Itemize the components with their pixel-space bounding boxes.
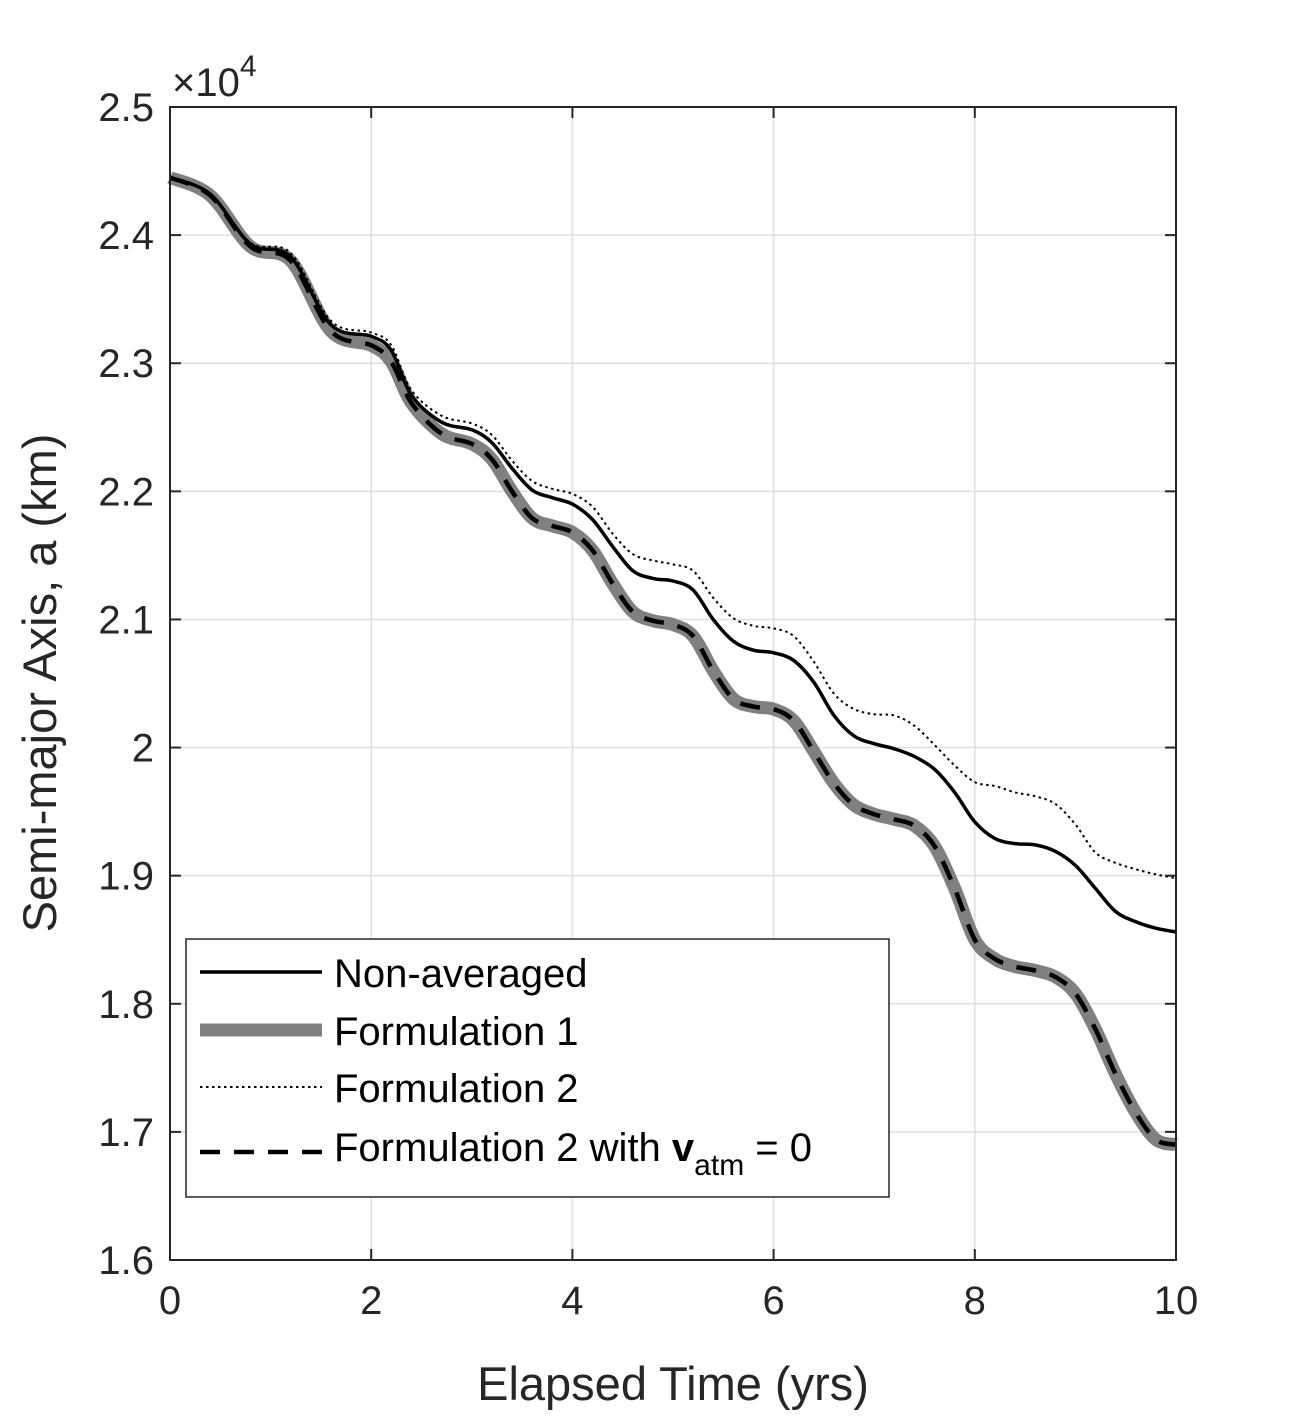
y-exponent-label: ×104 [172, 50, 257, 105]
series-line-formulation-2-with-v-atm-0 [169, 175, 1177, 1147]
y-axis-label: Semi-major Axis, a (km) [13, 434, 66, 933]
y-tick-label: 1.9 [98, 855, 154, 899]
x-tick-label: 6 [762, 1279, 784, 1323]
y-tick-label: 2 [132, 727, 154, 771]
y-tick-label: 1.6 [98, 1239, 154, 1283]
y-tick-label: 2.3 [98, 342, 154, 386]
y-tick-label: 2.2 [98, 470, 154, 514]
x-tick-label: 0 [159, 1279, 181, 1323]
y-tick-label: 2.1 [98, 598, 154, 642]
y-tick-label: 2.4 [98, 214, 154, 258]
y-tick-label: 1.7 [98, 1111, 154, 1155]
series-line-non-averaged [169, 175, 1177, 934]
axes-box [169, 106, 1177, 1261]
y-tick-label: 1.8 [98, 983, 154, 1027]
series-line-formulation-2 [169, 176, 1177, 880]
x-tick-label: 10 [1154, 1279, 1199, 1323]
legend-box [185, 938, 890, 1198]
y-tick-label: 2.5 [98, 86, 154, 130]
x-tick-label: 4 [561, 1279, 583, 1323]
data-series [167, 171, 1178, 1152]
legend: Non-averaged Formulation 1 Formulation 2… [185, 938, 890, 1198]
legend-label-formulation-1: Formulation 1 [334, 1010, 579, 1054]
legend-label-formulation-2: Formulation 2 [334, 1067, 579, 1111]
x-axis-label: Elapsed Time (yrs) [477, 1357, 869, 1410]
legend-label-non-averaged: Non-averaged [334, 952, 588, 996]
x-tick-label: 8 [964, 1279, 986, 1323]
legend-label-formulation-2-vatm-0: Formulation 2 with vatm = 0 [334, 1126, 812, 1182]
axis-ticks: 0 2 4 6 8 10 1.6 1.7 1.8 1.9 2 2.1 2.2 2.3 2.4 2.5 [98, 86, 1198, 1323]
x-tick-label: 2 [360, 1279, 382, 1323]
